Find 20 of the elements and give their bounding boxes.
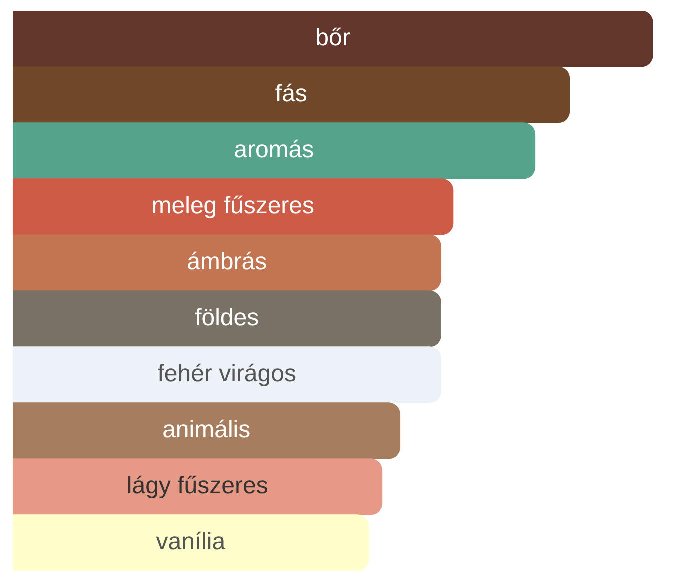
bar <box>13 234 442 292</box>
bar <box>13 122 536 180</box>
bar <box>13 66 570 124</box>
y-tick-label: fehér virágos <box>158 360 296 388</box>
y-tick-label: fás <box>275 80 308 108</box>
y-tick-label: lágy fűszeres <box>126 472 268 500</box>
y-tick-label: bőr <box>316 24 350 52</box>
y-tick-label: ámbrás <box>187 248 268 276</box>
y-tick-label: földes <box>195 304 260 332</box>
bar <box>13 290 442 348</box>
y-tick-label: vanília <box>156 528 226 556</box>
bar <box>13 11 653 68</box>
y-tick-label: aromás <box>234 136 314 164</box>
y-tick-label: meleg fűszeres <box>152 192 315 220</box>
bar <box>13 514 370 571</box>
bar <box>13 346 442 404</box>
bar <box>13 458 383 516</box>
y-tick-label: animális <box>162 416 251 444</box>
bar <box>13 178 454 236</box>
bar <box>13 402 401 460</box>
